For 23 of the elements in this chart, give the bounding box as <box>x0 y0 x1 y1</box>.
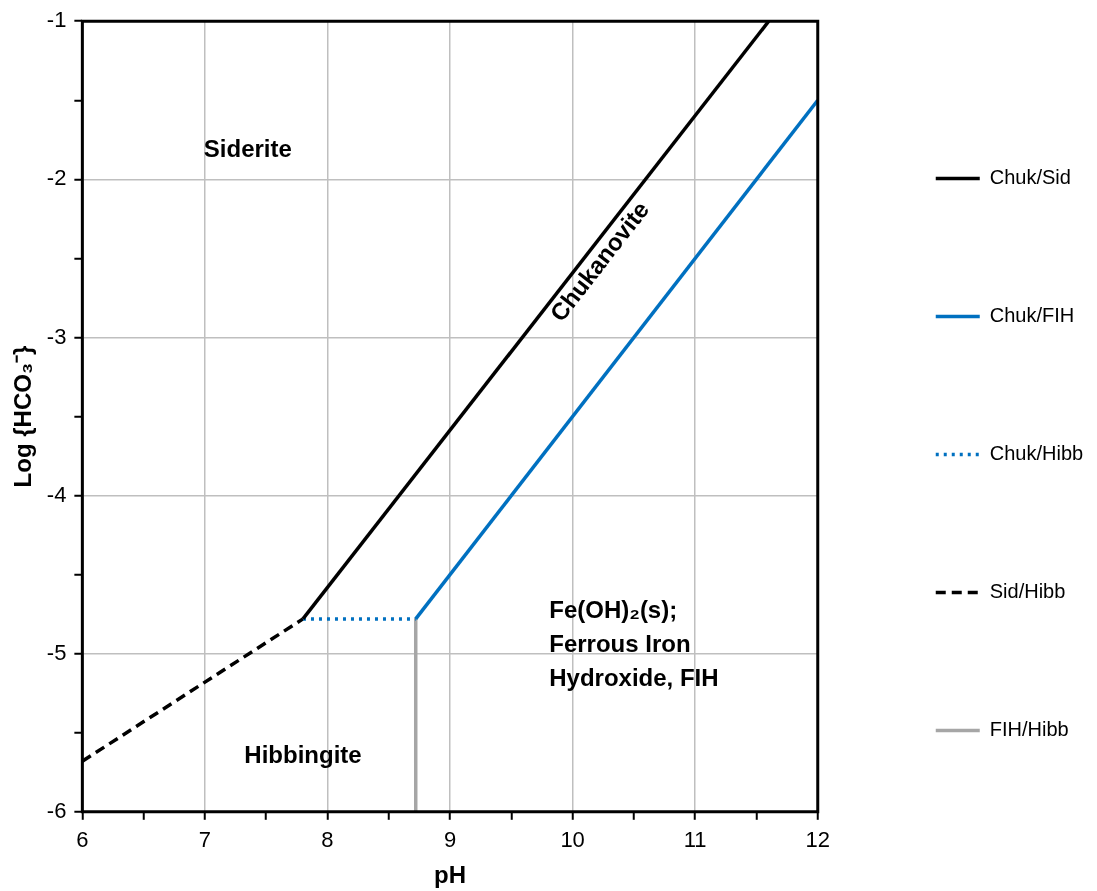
x-tick-label: 12 <box>805 827 830 853</box>
y-tick-label: -4 <box>46 481 67 507</box>
annotation: Fe(OH)₂(s); Ferrous Iron Hydroxide, FIH <box>549 596 719 692</box>
y-tick-label: -2 <box>46 165 67 191</box>
x-tick-label: 6 <box>76 827 89 853</box>
x-axis-title: pH <box>434 861 467 889</box>
x-tick-label: 7 <box>198 827 212 853</box>
y-tick-label: -5 <box>46 639 67 665</box>
y-tick-label: -3 <box>46 323 67 349</box>
y-tick-label: -6 <box>46 797 67 823</box>
x-tick-label: 10 <box>560 827 585 853</box>
annotation: Hibbingite <box>244 741 362 769</box>
x-tick-label: 8 <box>321 827 334 853</box>
y-tick-label: -1 <box>46 7 67 33</box>
annotation: Siderite <box>203 135 292 163</box>
legend-label: Chuk/Sid <box>989 166 1071 189</box>
x-tick-label: 11 <box>683 827 707 853</box>
legend-label: Chuk/Hibb <box>989 442 1084 465</box>
legend-label: Chuk/FIH <box>989 304 1075 327</box>
legend-label: Sid/Hibb <box>989 580 1066 603</box>
x-tick-label: 9 <box>443 827 457 853</box>
y-axis-title: Log {HCO₃⁻} <box>9 345 37 488</box>
legend-label: FIH/Hibb <box>989 718 1069 741</box>
